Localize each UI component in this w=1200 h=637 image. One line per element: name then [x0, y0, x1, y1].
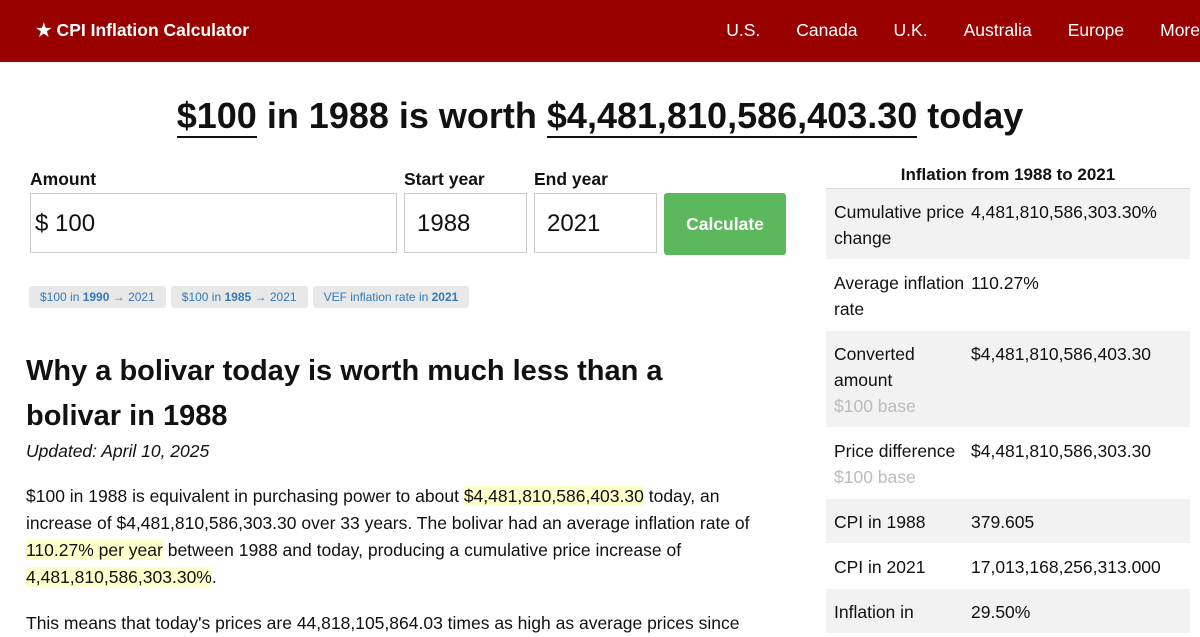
row-value: 379.605	[971, 512, 1035, 532]
amount-label: Amount	[30, 169, 97, 189]
text: .	[211, 567, 217, 587]
headline: $100 in 1988 is worth $4,481,810,586,403…	[0, 95, 1200, 138]
end-year-input[interactable]: 2021	[534, 193, 657, 253]
highlight: 110.27% per year	[26, 540, 163, 560]
row-label-cell: Inflation in	[834, 599, 971, 625]
row-value: $4,481,810,586,403.30	[971, 344, 1152, 364]
row-value: 110.27%	[971, 273, 1039, 293]
nav-link[interactable]: More	[1160, 20, 1200, 40]
end-year-label: End year	[534, 169, 608, 189]
chip-link[interactable]: $100 in 1990 → 2021	[29, 286, 166, 308]
headline-text: today	[917, 95, 1024, 136]
table-row: Price difference $100 base $4,481,810,586,…	[826, 428, 1190, 499]
row-value: $4,481,810,586,303.30	[971, 441, 1152, 461]
brand[interactable]: ★ CPI Inflation Calculator	[36, 20, 250, 40]
table-row: Converted amount $100 base $4,481,810,586,…	[826, 331, 1190, 428]
start-year-label: Start year	[404, 169, 485, 189]
row-label: Converted amount	[834, 344, 915, 390]
text: between 1988 and today, producing a cumu…	[162, 540, 686, 560]
table-row: CPI in 1988 379.605	[826, 499, 1190, 544]
row-label: Cumulative price change	[834, 202, 965, 248]
chip-text: → 2021	[251, 290, 297, 304]
row-label: Average inflation rate	[834, 273, 965, 319]
text: today, an increase of $4,481,810,586,303…	[26, 486, 755, 533]
paragraph: This means that today's prices are 44,81…	[26, 613, 740, 633]
table-rows: Cumulative price change 4,481,810,586,303…	[826, 189, 1190, 634]
row-value: 29.50%	[971, 602, 1031, 622]
headline-text: in 1988 is worth	[256, 95, 547, 136]
nav-link[interactable]: Europe	[1067, 20, 1125, 40]
summary-table: Inflation from 1988 to 2021 Cumulative p…	[826, 162, 1190, 634]
chip-year: 2021	[431, 290, 459, 304]
amount-value: 100	[55, 210, 96, 237]
chip-year: 1990	[82, 290, 110, 304]
nav-link[interactable]: Australia	[963, 20, 1032, 40]
chip-text: $100 in	[181, 290, 225, 304]
table-row: Inflation in 29.50%	[826, 589, 1190, 634]
calculate-button[interactable]: Calculate	[664, 193, 786, 255]
table-row: Average inflation rate 110.27%	[826, 260, 1190, 331]
row-label-cell: Cumulative price change	[834, 199, 971, 251]
nav-link[interactable]: U.S.	[726, 20, 761, 40]
row-label: Price difference	[834, 441, 956, 461]
row-label-cell: CPI in 1988	[834, 509, 971, 535]
table-row: Cumulative price change 4,481,810,586,303…	[826, 189, 1190, 260]
paragraph: $100 in 1988 is equivalent in purchasing…	[26, 483, 786, 591]
chip-link[interactable]: $100 in 1985 → 2021	[170, 286, 308, 308]
chip-text: $100 in	[40, 290, 83, 304]
row-label-cell: CPI in 2021	[834, 554, 971, 580]
article-heading: Why a bolivar today is worth much less t…	[26, 355, 663, 432]
highlight: $4,481,810,586,403.30	[463, 486, 644, 506]
row-note: $100 base	[834, 467, 916, 487]
text: $100 in 1988 is equivalent in purchasing…	[26, 486, 464, 506]
nav-link[interactable]: U.K.	[893, 20, 928, 40]
amount-input[interactable]: $ 100	[30, 193, 397, 253]
row-label-cell: Price difference $100 base	[834, 438, 971, 490]
row-label: CPI in 1988	[834, 512, 926, 532]
row-value: 4,481,810,586,303.30%	[971, 202, 1157, 222]
nav-link[interactable]: Canada	[796, 20, 858, 40]
chip-link[interactable]: VEF inflation rate in 2021	[312, 286, 470, 308]
row-label: Inflation in	[834, 602, 914, 622]
chip-year: 1985	[224, 290, 252, 304]
highlight: 4,481,810,586,303.30%	[26, 567, 212, 587]
chip-text: VEF inflation rate in	[323, 290, 432, 304]
start-year-input[interactable]: 1988	[404, 193, 527, 253]
row-value: 17,013,168,256,313.000	[971, 557, 1161, 577]
chip-text: → 2021	[109, 290, 155, 304]
row-label-cell: Converted amount $100 base	[834, 341, 971, 419]
nav-links: U.S. Canada U.K. Australia Europe More	[690, 20, 1200, 41]
updated-date: Updated: April 10, 2025	[26, 441, 210, 461]
row-label-cell: Average inflation rate	[834, 270, 971, 322]
headline-result: $4,481,810,586,403.30	[546, 95, 918, 138]
table-title: Inflation from 1988 to 2021	[826, 162, 1190, 189]
nav-bar: ★ CPI Inflation Calculator U.S. Canada U.K…	[0, 0, 1200, 62]
row-note: $100 base	[834, 396, 916, 416]
headline-amount: $100	[176, 95, 257, 138]
table-row: CPI in 2021 17,013,168,256,313.000	[826, 544, 1190, 589]
currency-symbol: $	[35, 210, 49, 237]
row-label: CPI in 2021	[834, 557, 926, 577]
chips: $100 in 1990 → 2021 $100 in 1985 → 2021 VE…	[29, 286, 470, 308]
